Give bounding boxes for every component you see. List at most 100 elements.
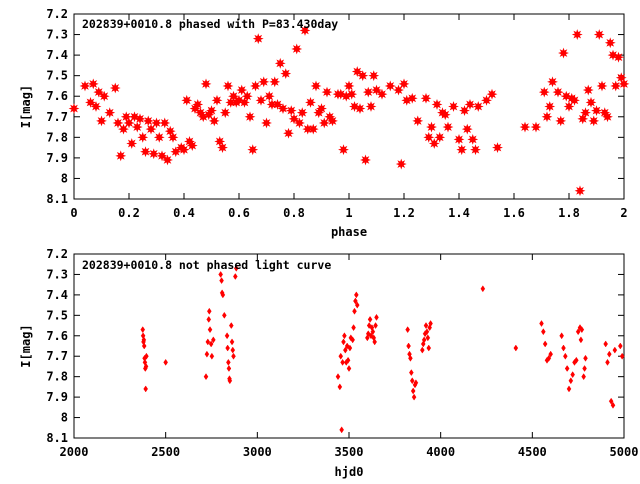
data-point bbox=[610, 80, 622, 92]
data-point bbox=[439, 109, 451, 121]
data-point bbox=[456, 144, 468, 156]
y-tick-label: 8.1 bbox=[46, 192, 68, 206]
data-point bbox=[258, 76, 270, 88]
data-point bbox=[87, 78, 99, 90]
data-point bbox=[354, 301, 360, 309]
data-point bbox=[339, 426, 344, 434]
data-point bbox=[354, 291, 359, 299]
data-point bbox=[115, 150, 127, 162]
data-point bbox=[261, 117, 272, 129]
data-point bbox=[178, 144, 190, 156]
data-point bbox=[239, 96, 250, 108]
data-point bbox=[98, 90, 110, 102]
data-point bbox=[346, 365, 352, 372]
data-point bbox=[577, 113, 589, 125]
data-point bbox=[579, 326, 585, 334]
data-point bbox=[344, 342, 350, 350]
data-point bbox=[541, 111, 553, 123]
data-point bbox=[153, 131, 165, 143]
data-point bbox=[513, 344, 519, 352]
data-point bbox=[181, 94, 193, 106]
data-point bbox=[459, 105, 470, 117]
data-point bbox=[200, 78, 212, 90]
data-point bbox=[619, 352, 625, 360]
data-point bbox=[604, 37, 616, 49]
data-point bbox=[141, 336, 147, 344]
data-point bbox=[219, 107, 231, 119]
data-point bbox=[362, 86, 374, 98]
data-point bbox=[85, 96, 96, 108]
data-point bbox=[211, 336, 216, 344]
data-point bbox=[442, 121, 454, 133]
data-point bbox=[425, 334, 431, 342]
x-tick-label: 1 bbox=[345, 206, 352, 220]
data-point bbox=[406, 92, 418, 104]
unphased-x-axis-label: hjd0 bbox=[335, 465, 364, 479]
data-point bbox=[426, 121, 437, 133]
data-point bbox=[423, 322, 429, 330]
y-tick-label: 7.2 bbox=[46, 7, 68, 21]
data-point bbox=[156, 150, 168, 162]
data-point bbox=[341, 338, 346, 346]
data-point bbox=[405, 326, 410, 334]
data-point bbox=[581, 373, 586, 381]
data-point bbox=[305, 96, 316, 108]
data-point bbox=[434, 131, 446, 143]
data-point bbox=[352, 307, 357, 315]
data-point bbox=[151, 117, 162, 129]
data-point bbox=[558, 47, 569, 59]
data-point bbox=[345, 356, 351, 364]
data-point bbox=[285, 105, 297, 117]
data-point bbox=[602, 111, 613, 123]
data-point bbox=[574, 356, 579, 364]
data-point bbox=[398, 78, 410, 90]
data-point bbox=[519, 121, 531, 133]
data-point bbox=[233, 264, 239, 272]
data-point bbox=[79, 80, 91, 92]
data-point bbox=[222, 80, 234, 92]
data-point bbox=[370, 328, 376, 336]
data-point bbox=[351, 66, 363, 77]
y-tick-label: 7.7 bbox=[46, 110, 68, 124]
data-point bbox=[371, 84, 382, 96]
data-point bbox=[582, 365, 587, 372]
data-point bbox=[338, 144, 349, 156]
data-point bbox=[229, 338, 235, 346]
data-point bbox=[208, 340, 214, 348]
data-point bbox=[93, 86, 105, 98]
data-point bbox=[96, 115, 107, 127]
data-point bbox=[569, 94, 580, 106]
data-point bbox=[530, 121, 542, 133]
data-point bbox=[544, 101, 556, 112]
y-tick-label: 7.6 bbox=[46, 329, 68, 343]
data-point bbox=[112, 117, 124, 129]
data-point bbox=[288, 113, 300, 125]
data-point bbox=[351, 324, 356, 332]
x-tick-label: 0.8 bbox=[283, 206, 305, 220]
data-point bbox=[547, 76, 558, 88]
data-point bbox=[561, 344, 566, 352]
data-point bbox=[148, 148, 160, 160]
x-tick-label: 1.8 bbox=[558, 206, 580, 220]
data-point bbox=[607, 350, 612, 358]
data-point bbox=[420, 92, 432, 104]
data-point bbox=[395, 158, 407, 170]
x-tick-label: 0.4 bbox=[173, 206, 195, 220]
data-point bbox=[104, 107, 116, 119]
data-point bbox=[373, 322, 378, 330]
data-point bbox=[357, 70, 369, 82]
phased-light-curve-panel: 7.27.37.47.57.67.77.87.988.1 0 0.2 0.4 0.6 0… bbox=[19, 7, 630, 239]
y-tick-label: 7.3 bbox=[46, 267, 68, 281]
unphased-x-axis: 2000 2500 3000 3500 4000 4500 5000 bbox=[60, 254, 638, 459]
y-tick-label: 8 bbox=[61, 411, 68, 425]
data-point bbox=[218, 270, 223, 278]
data-point bbox=[159, 117, 171, 129]
data-point bbox=[266, 99, 278, 110]
phased-y-axis-label: I[mag] bbox=[19, 85, 33, 128]
data-point bbox=[228, 322, 234, 330]
data-point bbox=[585, 96, 597, 108]
data-point bbox=[274, 57, 286, 69]
unphased-y-axis: 7.2 7.3 7.4 7.5 7.6 7.7 7.8 7.9 8 8.1 bbox=[46, 247, 624, 445]
data-point bbox=[563, 101, 575, 112]
